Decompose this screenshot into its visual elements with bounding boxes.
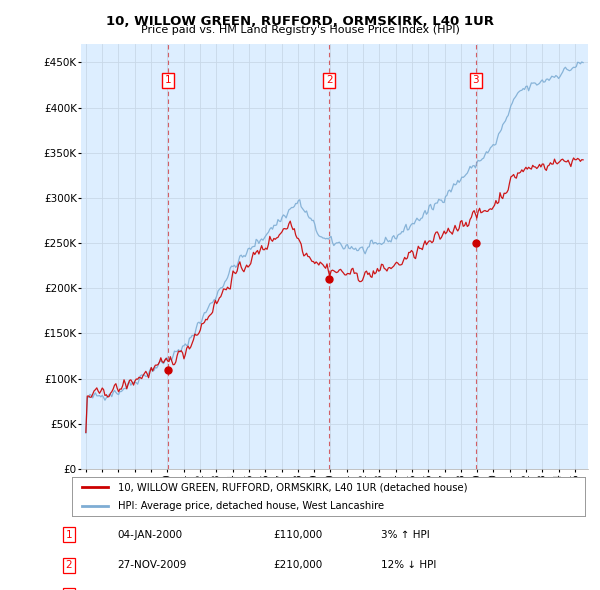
Text: £110,000: £110,000: [273, 530, 322, 539]
Text: 10, WILLOW GREEN, RUFFORD, ORMSKIRK, L40 1UR: 10, WILLOW GREEN, RUFFORD, ORMSKIRK, L40…: [106, 15, 494, 28]
Text: 3% ↑ HPI: 3% ↑ HPI: [381, 530, 430, 539]
Text: 2: 2: [65, 560, 73, 570]
Text: 27-NOV-2009: 27-NOV-2009: [117, 560, 187, 570]
Text: 12% ↓ HPI: 12% ↓ HPI: [381, 560, 436, 570]
Text: Price paid vs. HM Land Registry's House Price Index (HPI): Price paid vs. HM Land Registry's House …: [140, 25, 460, 35]
Text: 1: 1: [65, 530, 73, 539]
Text: 1: 1: [164, 76, 171, 86]
Text: 2: 2: [326, 76, 332, 86]
Text: HPI: Average price, detached house, West Lancashire: HPI: Average price, detached house, West…: [118, 502, 384, 512]
Text: 3: 3: [473, 76, 479, 86]
Text: 10, WILLOW GREEN, RUFFORD, ORMSKIRK, L40 1UR (detached house): 10, WILLOW GREEN, RUFFORD, ORMSKIRK, L40…: [118, 483, 467, 493]
Text: £210,000: £210,000: [273, 560, 322, 570]
Text: 04-JAN-2000: 04-JAN-2000: [117, 530, 182, 539]
